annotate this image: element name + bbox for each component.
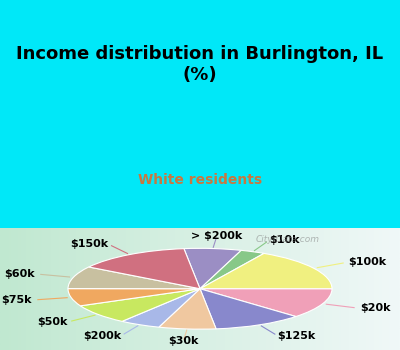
Text: $200k: $200k xyxy=(83,331,121,341)
Wedge shape xyxy=(200,253,332,289)
Text: $125k: $125k xyxy=(278,331,316,341)
Text: $20k: $20k xyxy=(360,303,390,313)
Wedge shape xyxy=(184,248,241,289)
Wedge shape xyxy=(68,267,200,289)
Text: $150k: $150k xyxy=(70,239,108,249)
Text: Income distribution in Burlington, IL
(%): Income distribution in Burlington, IL (%… xyxy=(16,45,384,84)
Wedge shape xyxy=(200,289,332,316)
Text: $10k: $10k xyxy=(269,236,299,245)
Text: > $200k: > $200k xyxy=(191,231,242,242)
Wedge shape xyxy=(80,289,200,321)
Text: White residents: White residents xyxy=(138,173,262,187)
Text: City-Data.com: City-Data.com xyxy=(256,235,320,244)
Text: $75k: $75k xyxy=(2,295,32,305)
Wedge shape xyxy=(68,289,200,306)
Text: $100k: $100k xyxy=(348,257,386,267)
Wedge shape xyxy=(200,250,264,289)
Text: $60k: $60k xyxy=(4,269,35,279)
Wedge shape xyxy=(89,248,200,289)
Text: $30k: $30k xyxy=(168,336,198,346)
Wedge shape xyxy=(200,289,296,329)
Wedge shape xyxy=(122,289,200,327)
Wedge shape xyxy=(159,289,216,329)
Text: $50k: $50k xyxy=(37,317,67,327)
